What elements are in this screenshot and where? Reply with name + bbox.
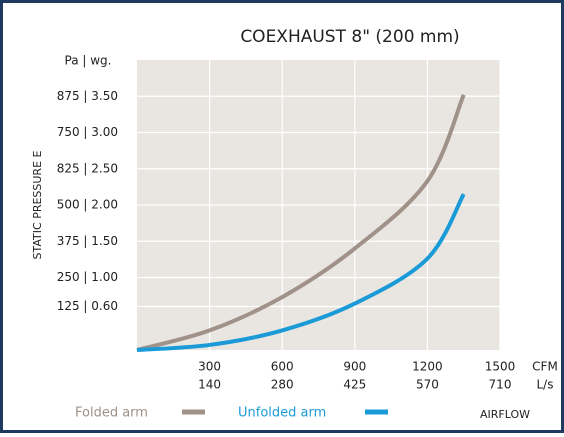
- series-line: [136, 94, 466, 352]
- legend-label: Folded arm: [75, 406, 148, 421]
- y-axis-label: STATIC PRESSURE E: [31, 150, 44, 259]
- x-secondary-tick-label: 280: [271, 378, 294, 392]
- x-secondary-tick-label: 570: [416, 378, 439, 392]
- y-tick-label: 250 | 1.00: [57, 270, 118, 284]
- y-unit-label: Pa | wg.: [65, 54, 112, 68]
- y-tick-label: 750 | 3.00: [57, 125, 118, 139]
- x-secondary-tick-label: 140: [198, 378, 221, 392]
- x-unit-label: CFM: [532, 360, 558, 374]
- x-secondary-tick-label: 425: [343, 378, 366, 392]
- y-tick-label: 500 | 2.00: [57, 198, 118, 212]
- y-tick-label: 375 | 1.50: [57, 234, 118, 248]
- y-tick-label: 875 | 3.50: [57, 89, 118, 103]
- x-tick-label: 1500: [485, 360, 516, 374]
- legend-label: Unfolded arm: [238, 406, 326, 421]
- x-axis-label: AIRFLOW: [480, 408, 530, 421]
- series-line: [136, 193, 466, 352]
- chart-title: COEXHAUST 8" (200 mm): [240, 27, 459, 47]
- x-tick-label: 300: [198, 360, 221, 374]
- x-secondary-unit-label: L/s: [537, 378, 554, 392]
- x-tick-label: 600: [271, 360, 294, 374]
- x-secondary-tick-label: 710: [489, 378, 512, 392]
- y-tick-label: 125 | 0.60: [57, 299, 118, 313]
- y-tick-label: 825 | 2.50: [57, 161, 118, 175]
- x-tick-label: 900: [343, 360, 366, 374]
- x-tick-label: 1200: [412, 360, 443, 374]
